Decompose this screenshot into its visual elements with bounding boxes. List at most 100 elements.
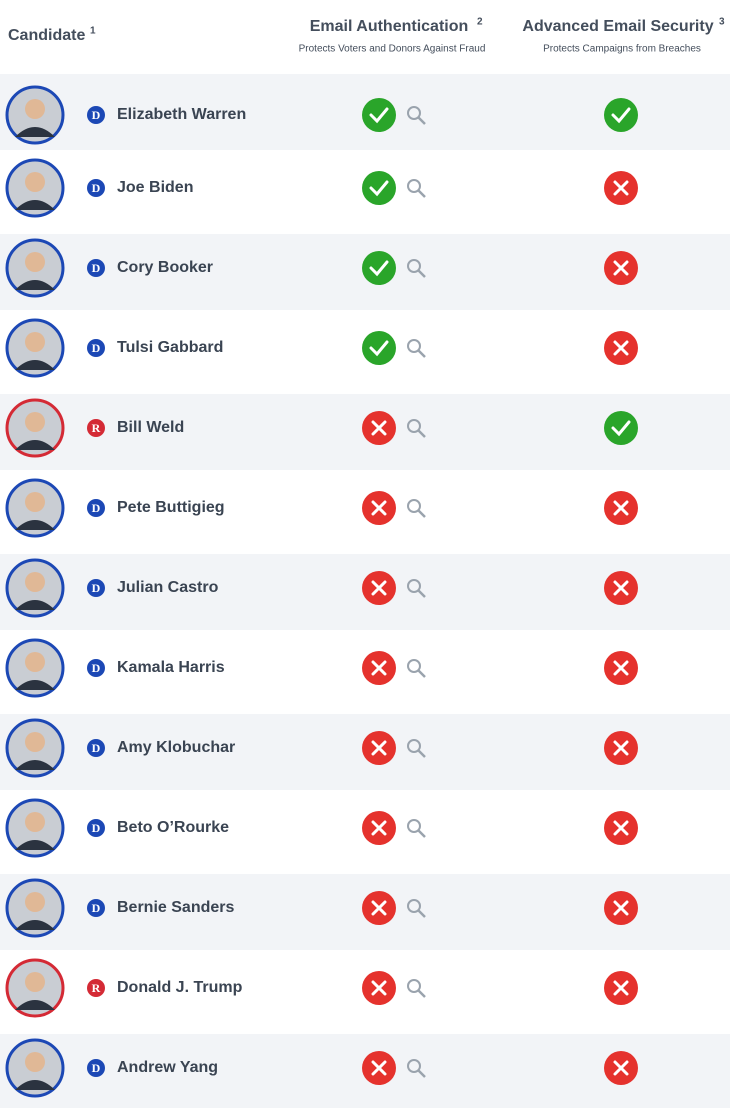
candidate-name: Elizabeth Warren [117,106,246,123]
check-icon [362,98,396,132]
icon-mark [613,580,629,596]
header-note: 2 [477,17,483,28]
photo-head [25,1052,45,1072]
candidate-row: R Donald J. Trump [5,958,638,1018]
magnifier-handle [417,589,426,598]
party-letter: D [92,901,101,915]
photo-body [15,1000,55,1010]
party-letter: R [92,981,101,995]
magnifier[interactable] [407,419,426,438]
icon-mark [611,420,631,437]
magnifier-handle [417,429,426,438]
party-letter: D [92,341,101,355]
magnifier-lens [407,259,421,273]
magnifier-handle [417,189,426,198]
icon-mark [371,500,387,516]
photo-body [15,200,55,210]
candidate-name: Andrew Yang [117,1059,218,1076]
icon-mark [369,340,389,357]
magnifier-handle [417,829,426,838]
icon-mark [371,820,387,836]
candidate-name: Beto O’Rourke [117,819,229,836]
photo-body [15,280,55,290]
magnifier[interactable] [407,659,426,678]
check-icon [362,331,396,365]
magnifier[interactable] [407,579,426,598]
icon-mark [613,980,629,996]
party-letter: D [92,108,101,122]
party-badge [87,899,105,917]
magnifier[interactable] [407,179,426,198]
party-badge [87,819,105,837]
icon-mark [613,740,629,756]
magnifier[interactable] [407,259,426,278]
candidate-row: D Beto O’Rourke [5,798,638,858]
candidate-row: D Bernie Sanders [0,874,730,950]
candidate-name: Pete Buttigieg [117,499,225,516]
icon-mark [371,740,387,756]
header-candidate: Candidate [8,27,85,44]
magnifier-handle [417,1069,426,1078]
candidate-name: Joe Biden [117,179,193,196]
icon-mark [613,260,629,276]
magnifier-handle [417,749,426,758]
magnifier-handle [417,669,426,678]
photo-head [25,412,45,432]
candidate-row: D Amy Klobuchar [0,714,730,790]
magnifier[interactable] [407,819,426,838]
photo-head [25,732,45,752]
party-letter: D [92,821,101,835]
photo-head [25,572,45,592]
check-icon [362,251,396,285]
photo-head [25,492,45,512]
party-badge [87,499,105,517]
party-badge [87,259,105,277]
icon-mark [613,1060,629,1076]
magnifier-handle [417,989,426,998]
magnifier[interactable] [407,899,426,918]
magnifier-lens [407,659,421,673]
party-badge [87,659,105,677]
party-letter: D [92,181,101,195]
header-advanced: Advanced Email Security [522,18,713,35]
party-badge [87,106,105,124]
photo-head [25,812,45,832]
photo-head [25,252,45,272]
header-subtitle: Protects Voters and Donors Against Fraud [299,44,486,55]
icon-mark [371,660,387,676]
magnifier-lens [407,339,421,353]
party-letter: D [92,661,101,675]
icon-mark [613,180,629,196]
candidate-name: Julian Castro [117,579,219,596]
party-badge [87,1059,105,1077]
photo-body [15,440,55,450]
magnifier[interactable] [407,499,426,518]
party-letter: D [92,261,101,275]
magnifier[interactable] [407,979,426,998]
party-badge [87,339,105,357]
photo-body [15,127,55,137]
photo-body [15,920,55,930]
icon-mark [371,1060,387,1076]
header-note: 1 [90,26,96,37]
photo-head [25,99,45,119]
party-letter: D [92,501,101,515]
candidate-name: Cory Booker [117,259,213,276]
magnifier[interactable] [407,339,426,358]
header-subtitle: Protects Campaigns from Breaches [543,44,701,55]
magnifier-handle [417,909,426,918]
magnifier-lens [407,106,421,120]
candidate-row: D Tulsi Gabbard [5,318,638,378]
magnifier-handle [417,509,426,518]
magnifier[interactable] [407,106,426,125]
photo-body [15,520,55,530]
magnifier-handle [417,349,426,358]
photo-body [15,600,55,610]
check-icon [604,411,638,445]
candidate-name: Bernie Sanders [117,899,234,916]
candidate-name: Tulsi Gabbard [117,339,223,356]
magnifier[interactable] [407,1059,426,1078]
party-letter: D [92,741,101,755]
party-letter: D [92,581,101,595]
magnifier[interactable] [407,739,426,758]
